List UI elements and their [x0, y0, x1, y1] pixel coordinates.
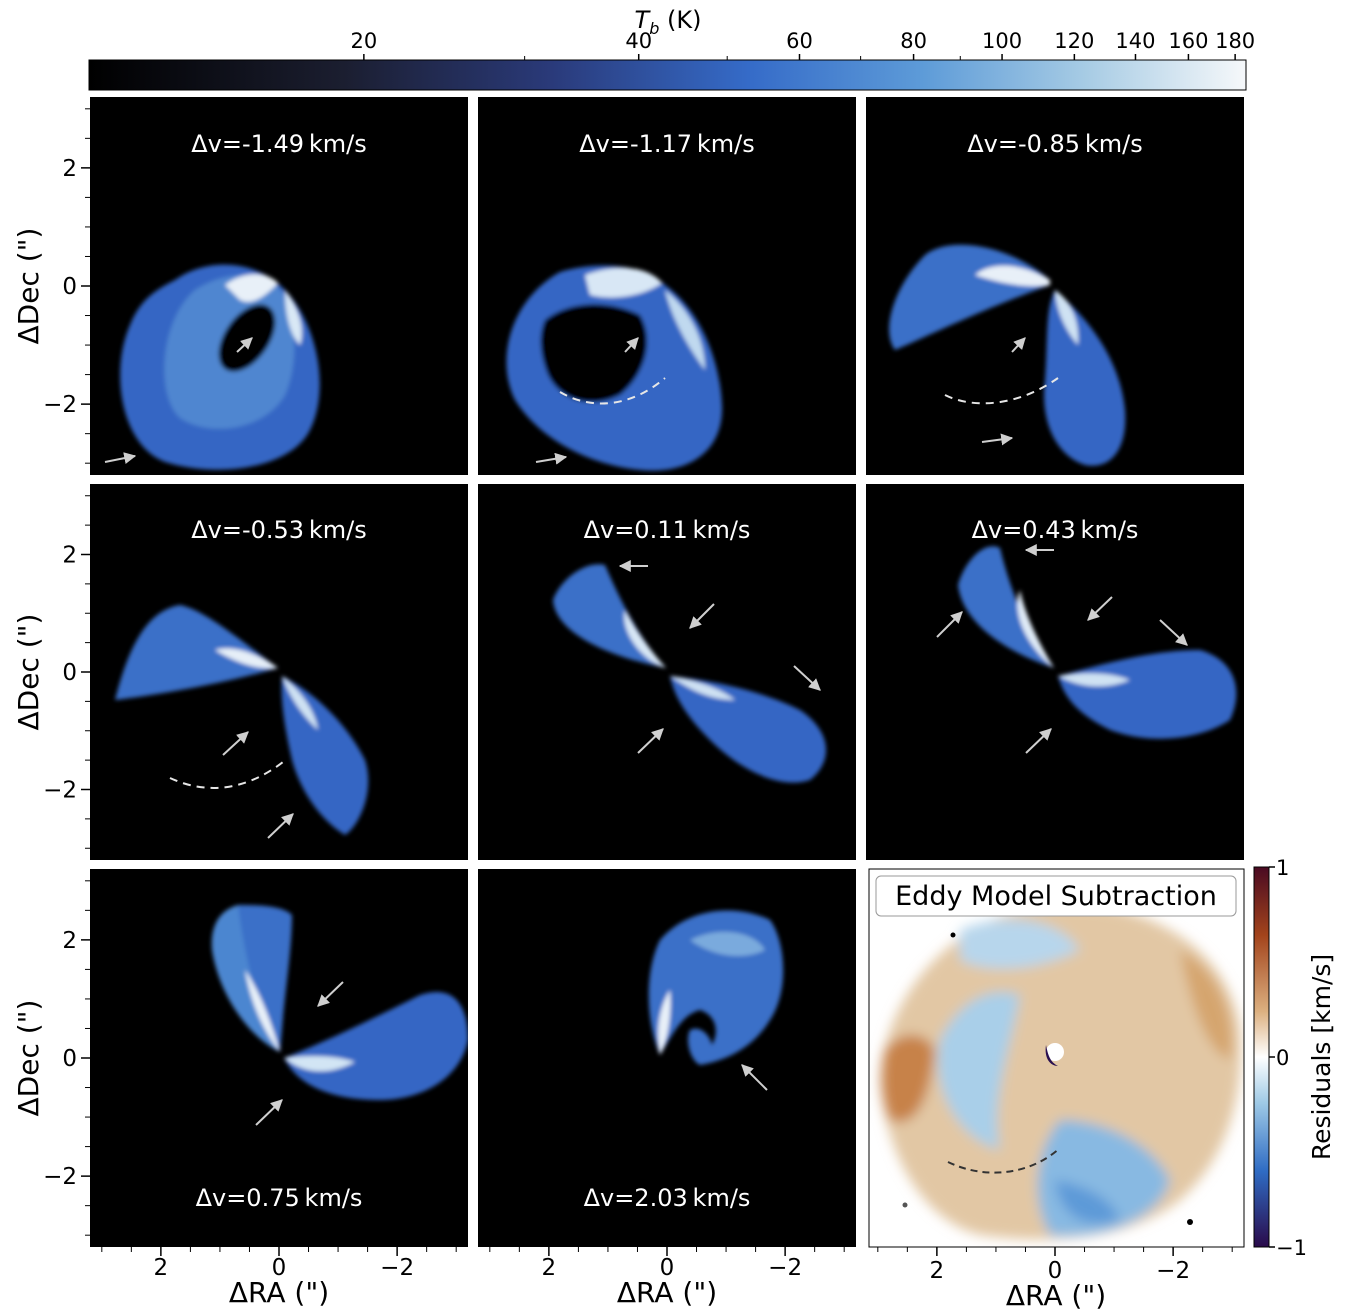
colorbar-tick-label: 180 — [1215, 29, 1255, 53]
colorbar-tick-label: 160 — [1168, 29, 1208, 53]
colorbar-label: Tb (K) — [635, 6, 702, 38]
velocity-label: Δv=2.03 km/s — [584, 1184, 751, 1212]
x-axis-label: ΔRA (") — [617, 1276, 717, 1309]
channel-panel-6 — [866, 484, 1244, 860]
x-tick-label: 2 — [930, 1258, 945, 1284]
axis-ticks: 2 0 −2 2 0 −2 2 0 −2 2 0 −2 2 0 −2 2 0 −2 — [43, 108, 1233, 1284]
channel-panel-3 — [866, 97, 1244, 475]
velocity-label: Δv=0.43 km/s — [972, 516, 1139, 544]
tb-colorbar: 20 40 60 80 100 120 140 160 180 Tb (K) — [88, 6, 1255, 91]
y-tick-label: 0 — [62, 1046, 77, 1072]
residual-tick-label: 0 — [1276, 1046, 1289, 1070]
colorbar-tick-label: 140 — [1115, 29, 1155, 53]
residual-panel-title: Eddy Model Subtraction — [895, 881, 1217, 912]
x-tick-label: −2 — [380, 1255, 414, 1281]
velocity-label: Δv=-0.85 km/s — [967, 130, 1143, 158]
channel-panel-7 — [90, 869, 468, 1247]
x-tick-label: 0 — [272, 1255, 287, 1281]
y-tick-label: 2 — [62, 928, 77, 954]
y-tick-label: 0 — [62, 660, 77, 686]
x-tick-label: 2 — [542, 1255, 557, 1281]
velocity-label: Δv=-0.53 km/s — [191, 516, 367, 544]
colorbar-tick-label: 100 — [982, 29, 1022, 53]
y-axis-label: ΔDec (") — [12, 228, 45, 345]
x-tick-label: −2 — [1156, 1258, 1190, 1284]
channel-panel-8 — [478, 869, 856, 1247]
residual-colorbar-label: Residuals [km/s] — [1307, 954, 1336, 1160]
colorbar-tick-label: 120 — [1054, 29, 1094, 53]
velocity-label: Δv=-1.17 km/s — [579, 130, 755, 158]
x-axis-label: ΔRA (") — [1006, 1279, 1106, 1312]
x-axis-label: ΔRA (") — [229, 1276, 329, 1309]
channel-panel-2 — [478, 97, 856, 475]
residual-tick-label: −1 — [1276, 1236, 1307, 1260]
y-tick-label: 2 — [62, 156, 77, 182]
eddy-residual-panel: Eddy Model Subtraction — [868, 868, 1245, 1248]
velocity-label: Δv=-1.49 km/s — [191, 130, 367, 158]
y-tick-label: −2 — [43, 392, 77, 418]
x-tick-label: −2 — [768, 1255, 802, 1281]
channel-panel-4 — [90, 484, 468, 860]
velocity-label: Δv=0.75 km/s — [196, 1184, 363, 1212]
velocity-label: Δv=0.11 km/s — [584, 516, 751, 544]
y-tick-label: 2 — [62, 543, 77, 569]
colorbar-tick-label: 60 — [786, 29, 813, 53]
residual-colorbar: 1 0 −1 Residuals [km/s] — [1253, 856, 1336, 1260]
channel-panel-5 — [478, 484, 856, 860]
colorbar-tick-label: 40 — [625, 29, 652, 53]
colorbar-tick-label: 80 — [900, 29, 927, 53]
y-axis-label: ΔDec (") — [12, 614, 45, 731]
y-axis-label: ΔDec (") — [12, 1000, 45, 1117]
y-tick-label: −2 — [43, 778, 77, 804]
x-tick-label: 0 — [1048, 1258, 1063, 1284]
colorbar-tick-label: 20 — [350, 29, 377, 53]
x-tick-label: 2 — [154, 1255, 169, 1281]
x-tick-label: 0 — [660, 1255, 675, 1281]
residual-tick-label: 1 — [1276, 856, 1289, 880]
y-tick-label: −2 — [43, 1164, 77, 1190]
y-tick-label: 0 — [62, 274, 77, 300]
channel-panel-1 — [90, 97, 468, 475]
